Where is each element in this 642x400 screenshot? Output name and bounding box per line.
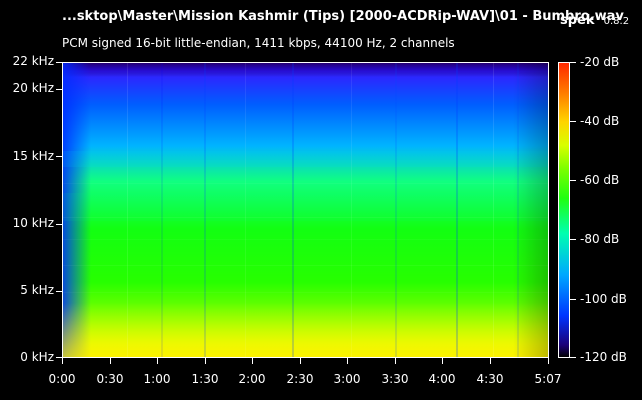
db-label-minus-80: -80 dB [580,232,620,246]
frequency-label-5khz: 5 kHz [20,283,54,297]
frequency-tick [56,224,62,225]
time-label-4-30: 4:30 [476,372,504,386]
frequency-tick [56,89,62,90]
db-label-minus-20: -20 dB [580,55,620,69]
texture-stripe [63,265,548,266]
transient-line [204,63,206,357]
time-label-2-00: 2:00 [238,372,266,386]
db-label-minus-120: -120 dB [580,350,627,364]
transient-line [161,63,163,357]
audio-info-text: PCM signed 16-bit little-endian, 1411 kb… [62,36,455,50]
time-tick [205,358,206,364]
texture-stripe [63,217,548,218]
time-label-4-00: 4:00 [428,372,456,386]
app-version: 0.8.2 [603,16,630,27]
spectrum-bottom-glow [63,303,548,357]
frequency-label-0khz: 0 kHz [20,350,54,364]
frequency-tick [56,291,62,292]
time-tick [157,358,158,364]
transient-line [493,63,494,357]
texture-stripe [63,183,548,184]
spectrum-mid-band [63,151,548,167]
frequency-tick [56,62,62,63]
frequency-tick [56,357,62,358]
spectrogram-plot [62,62,549,358]
time-tick [442,358,443,364]
time-label-3-00: 3:00 [333,372,361,386]
frequency-label-15khz: 15 kHz [12,149,54,163]
db-tick [570,121,576,122]
window-title: ...sktop\Master\Mission Kashmir (Tips) [… [62,9,624,24]
frequency-tick [56,156,62,157]
time-label-1-00: 1:00 [143,372,171,386]
frequency-label-20khz: 20 kHz [12,81,54,95]
db-tick [570,357,576,358]
time-tick [300,358,301,364]
db-tick [570,299,576,300]
frequency-label-22khz: 22 kHz [12,54,54,68]
db-label-minus-100: -100 dB [580,292,627,306]
time-tick [490,358,491,364]
time-label-1-30: 1:30 [191,372,219,386]
time-tick [252,358,253,364]
colorbar [558,62,570,358]
app-branding: spek 0.8.2 [560,9,629,28]
spectrum-center-band [63,193,548,221]
db-tick [570,62,576,63]
time-tick [110,358,111,364]
time-label-5-07: 5:07 [534,372,562,386]
texture-stripe [63,292,548,293]
time-label-3-30: 3:30 [381,372,409,386]
db-tick [570,180,576,181]
transient-line [456,63,458,357]
time-label-2-30: 2:30 [286,372,314,386]
transient-line [395,63,397,357]
transient-line [351,63,352,357]
spectrum-end-fade [513,63,548,357]
spectrogram-svg [63,63,548,357]
time-tick [395,358,396,364]
texture-stripes [63,183,548,293]
time-label-0-30: 0:30 [96,372,124,386]
transient-line [127,63,128,357]
app-name: spek [560,13,595,28]
texture-stripe [63,239,548,240]
transient-line [292,63,294,357]
transient-line [245,63,246,357]
time-tick [62,358,63,364]
db-label-minus-60: -60 dB [580,173,620,187]
frequency-label-10khz: 10 kHz [12,216,54,230]
time-label-0-00: 0:00 [48,372,76,386]
db-tick [570,239,576,240]
db-label-minus-40: -40 dB [580,114,620,128]
time-tick [347,358,348,364]
spectrum-top-haze [63,63,548,77]
time-tick [548,358,549,364]
